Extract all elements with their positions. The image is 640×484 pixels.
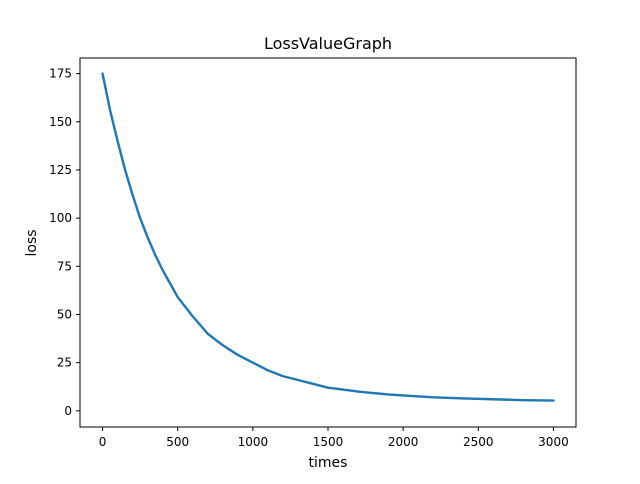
x-tick-label: 500	[166, 435, 189, 449]
chart-title: LossValueGraph	[264, 34, 392, 53]
series-layer	[101, 72, 555, 402]
y-axis: 0 25 50 75 100 125 150 175	[49, 67, 80, 418]
y-tick-label: 0	[64, 404, 72, 418]
x-axis-label: times	[309, 455, 348, 471]
y-tick-label: 100	[49, 211, 72, 225]
y-tick-label: 175	[49, 67, 72, 81]
plot-frame	[79, 57, 577, 428]
x-tick-label: 2500	[463, 435, 494, 449]
x-tick-label: 3000	[538, 435, 569, 449]
loss-series-line	[101, 72, 555, 402]
y-tick-label: 150	[49, 115, 72, 129]
y-tick-label: 25	[57, 356, 72, 370]
x-axis: 0 500 1000 1500 2000 2500 3000	[99, 427, 569, 449]
x-tick-label: 1500	[313, 435, 344, 449]
y-tick-label: 75	[57, 259, 72, 273]
y-tick-label: 125	[49, 163, 72, 177]
x-tick-label: 2000	[388, 435, 419, 449]
y-tick-label: 50	[57, 307, 72, 321]
y-axis-label: loss	[24, 229, 40, 256]
x-tick-label: 0	[99, 435, 107, 449]
x-tick-label: 1000	[238, 435, 269, 449]
